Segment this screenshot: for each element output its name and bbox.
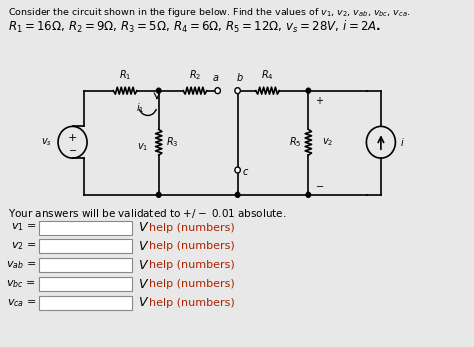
Text: $V$: $V$ bbox=[138, 278, 149, 290]
Text: $R_1 = 16\Omega,\, R_2 = 9\Omega,\, R_3 = 5\Omega,\, R_4 = 6\Omega,\, R_5 = 12\O: $R_1 = 16\Omega,\, R_2 = 9\Omega,\, R_3 … bbox=[8, 19, 382, 35]
Text: $v_1$ =: $v_1$ = bbox=[11, 222, 36, 234]
Circle shape bbox=[306, 88, 310, 93]
Text: $v_{ca}$ =: $v_{ca}$ = bbox=[7, 297, 36, 309]
Text: $R_5$: $R_5$ bbox=[289, 135, 301, 149]
Text: $R_4$: $R_4$ bbox=[261, 68, 274, 82]
Circle shape bbox=[235, 88, 240, 94]
Text: help (numbers): help (numbers) bbox=[149, 242, 235, 252]
Text: $b$: $b$ bbox=[236, 71, 243, 83]
Text: $V$: $V$ bbox=[138, 221, 149, 234]
Text: $v_s$: $v_s$ bbox=[41, 136, 53, 148]
Text: $a$: $a$ bbox=[212, 73, 219, 83]
Text: $i_1$: $i_1$ bbox=[137, 102, 145, 116]
Text: $v_{ab}$ =: $v_{ab}$ = bbox=[6, 259, 36, 271]
Text: $V$: $V$ bbox=[138, 296, 149, 310]
Text: help (numbers): help (numbers) bbox=[149, 222, 235, 232]
Text: $+$: $+$ bbox=[315, 95, 324, 106]
Text: $v_2$ =: $v_2$ = bbox=[11, 240, 36, 252]
Circle shape bbox=[215, 88, 220, 94]
Circle shape bbox=[156, 192, 161, 197]
Text: $-$: $-$ bbox=[315, 180, 324, 190]
Text: $-$: $-$ bbox=[68, 144, 77, 154]
Text: $R_2$: $R_2$ bbox=[189, 68, 201, 82]
Text: help (numbers): help (numbers) bbox=[149, 298, 235, 308]
Text: $R_1$: $R_1$ bbox=[119, 68, 131, 82]
Text: $v_1$: $v_1$ bbox=[137, 141, 148, 153]
Text: $V$: $V$ bbox=[138, 259, 149, 272]
Text: $R_3$: $R_3$ bbox=[166, 135, 179, 149]
Circle shape bbox=[235, 167, 240, 173]
Circle shape bbox=[236, 192, 240, 197]
FancyBboxPatch shape bbox=[39, 239, 132, 253]
FancyBboxPatch shape bbox=[39, 296, 132, 310]
Text: $c$: $c$ bbox=[242, 167, 249, 177]
Circle shape bbox=[156, 88, 161, 93]
Text: help (numbers): help (numbers) bbox=[149, 260, 235, 270]
Circle shape bbox=[306, 192, 310, 197]
Text: Consider the circuit shown in the figure below. Find the values of $v_1$, $v_2$,: Consider the circuit shown in the figure… bbox=[8, 6, 410, 19]
Text: $+$: $+$ bbox=[67, 132, 78, 143]
Text: $v_{bc}$ =: $v_{bc}$ = bbox=[7, 278, 36, 290]
Text: Your answers will be validated to $+/-$ 0.01 absolute.: Your answers will be validated to $+/-$ … bbox=[8, 207, 287, 220]
Text: $i$: $i$ bbox=[400, 136, 405, 148]
FancyBboxPatch shape bbox=[39, 258, 132, 272]
Text: $V$: $V$ bbox=[138, 240, 149, 253]
FancyBboxPatch shape bbox=[39, 221, 132, 235]
FancyBboxPatch shape bbox=[39, 277, 132, 291]
Text: help (numbers): help (numbers) bbox=[149, 279, 235, 289]
Text: $v_2$: $v_2$ bbox=[322, 136, 333, 148]
